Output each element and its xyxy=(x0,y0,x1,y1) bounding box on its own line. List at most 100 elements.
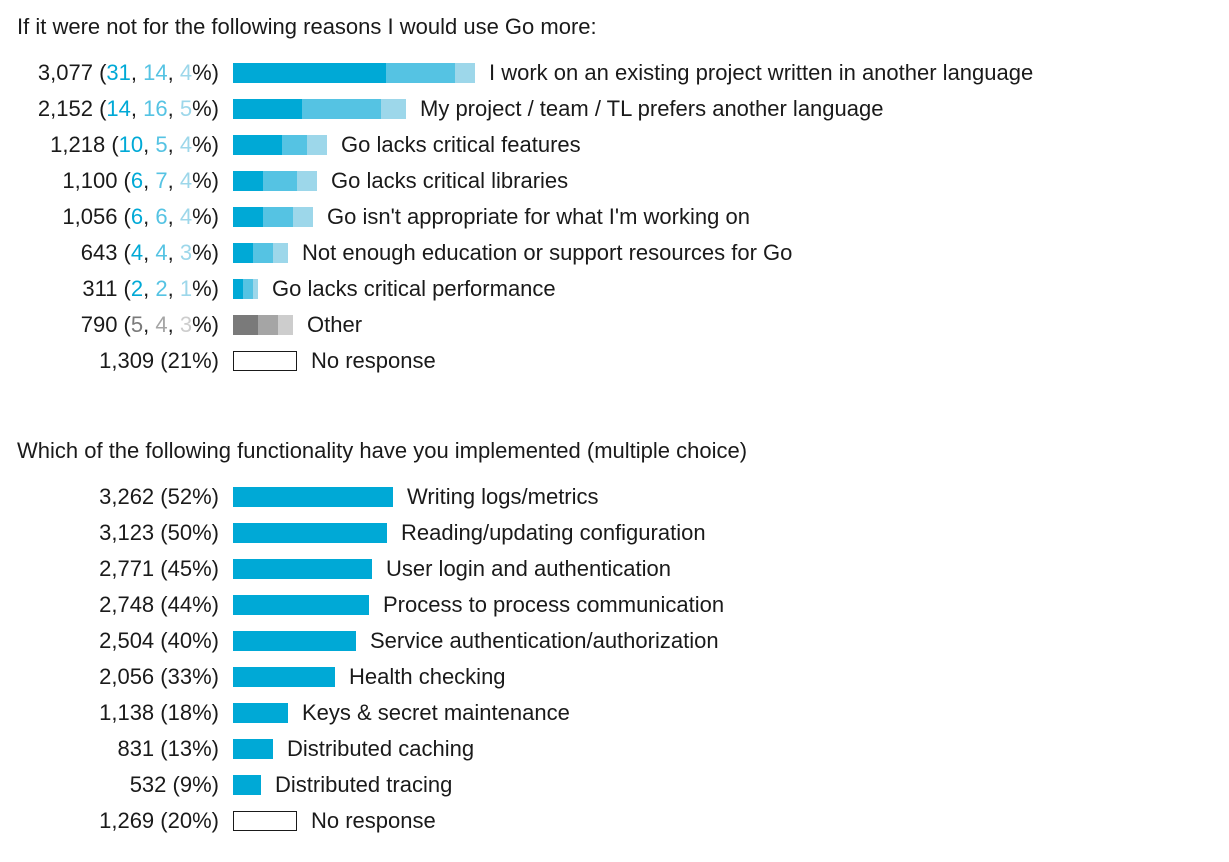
bar-segment xyxy=(273,243,288,263)
bar-segment xyxy=(233,631,356,651)
category-label: User login and authentication xyxy=(386,556,671,581)
bar-segment xyxy=(233,595,369,615)
percent-value: 6 xyxy=(155,204,168,229)
paren-open: ( xyxy=(92,96,107,121)
separator: , xyxy=(167,60,180,85)
separator: , xyxy=(143,204,156,229)
bar-row: 311 (2, 2, 1%) Go lacks critical performa… xyxy=(0,271,1229,307)
paren-open: ( xyxy=(117,240,131,265)
bar-row: 643 (4, 4, 3%) Not enough education or su… xyxy=(0,235,1229,271)
paren-close: %) xyxy=(192,240,219,265)
category-label: Health checking xyxy=(349,664,506,689)
paren-close: %) xyxy=(192,520,219,545)
paren-open: ( xyxy=(117,312,131,337)
bar-segment xyxy=(233,487,393,507)
percent-value: 52 xyxy=(167,484,193,509)
percent-value: 4 xyxy=(130,240,144,265)
category-label: Other xyxy=(307,312,363,337)
separator: , xyxy=(167,312,180,337)
bar-segment xyxy=(233,171,263,191)
paren-close: %) xyxy=(192,664,219,689)
count-label: 532 (9%) xyxy=(130,770,219,800)
bar-segment xyxy=(233,135,282,155)
count-label: 643 (4, 4, 3%) xyxy=(81,238,219,268)
bar-segment xyxy=(233,99,302,119)
count-label: 3,262 (52%) xyxy=(99,482,219,512)
percent-value: 3 xyxy=(179,312,193,337)
percent-value: 4 xyxy=(155,240,168,265)
chart-title: Which of the following functionality hav… xyxy=(17,438,748,463)
count-value: 3,077 xyxy=(37,60,93,85)
percent-value: 14 xyxy=(106,96,131,121)
paren-close: %) xyxy=(192,96,219,121)
paren-open: ( xyxy=(154,664,168,689)
percent-value: 4 xyxy=(179,60,193,85)
paren-close: %) xyxy=(192,736,219,761)
count-value: 3,262 xyxy=(99,484,155,509)
paren-close: %) xyxy=(192,312,219,337)
paren-open: ( xyxy=(154,700,168,725)
count-value: 311 xyxy=(82,276,118,301)
percent-value: 5 xyxy=(179,96,193,121)
bar-segment xyxy=(233,207,263,227)
paren-open: ( xyxy=(117,276,131,301)
paren-open: ( xyxy=(117,204,131,229)
category-label: My project / team / TL prefers another l… xyxy=(420,96,884,121)
percent-value: 14 xyxy=(143,60,168,85)
bar xyxy=(233,559,372,579)
percent-value: 45 xyxy=(167,556,193,581)
separator: , xyxy=(143,168,156,193)
bar-row: 3,262 (52%) Writing logs/metrics xyxy=(0,479,1229,515)
paren-close: %) xyxy=(192,132,219,157)
bar-row: 2,771 (45%) User login and authentication xyxy=(0,551,1229,587)
percent-value: 9 xyxy=(179,772,193,797)
percent-value: 4 xyxy=(155,312,168,337)
count-label: 3,123 (50%) xyxy=(99,518,219,548)
bar-segment xyxy=(258,315,278,335)
paren-close: %) xyxy=(192,628,219,653)
bar-row: 1,218 (10, 5, 4%) Go lacks critical featu… xyxy=(0,127,1229,163)
count-value: 3,123 xyxy=(99,520,155,545)
bar-segment xyxy=(263,207,293,227)
bar-segment xyxy=(233,559,372,579)
category-label: Distributed caching xyxy=(287,736,475,761)
bar-segment xyxy=(233,667,335,687)
paren-close: %) xyxy=(192,772,219,797)
percent-value: 44 xyxy=(167,592,193,617)
separator: , xyxy=(167,276,180,301)
paren-open: ( xyxy=(154,736,168,761)
count-label: 790 (5, 4, 3%) xyxy=(81,310,219,340)
separator: , xyxy=(167,168,180,193)
percent-value: 10 xyxy=(118,132,144,157)
bar xyxy=(233,703,288,723)
count-label: 1,218 (10, 5, 4%) xyxy=(50,130,219,160)
count-value: 1,100 xyxy=(62,168,118,193)
percent-value: 6 xyxy=(130,204,144,229)
percent-value: 40 xyxy=(167,628,193,653)
percent-value: 20 xyxy=(167,808,193,833)
category-label: Go isn't appropriate for what I'm workin… xyxy=(327,204,750,229)
paren-open: ( xyxy=(105,132,119,157)
percent-value: 4 xyxy=(179,132,193,157)
percent-value: 21 xyxy=(167,348,193,373)
bar-segment xyxy=(297,171,317,191)
count-label: 3,077 (31, 14, 4%) xyxy=(38,58,219,88)
bar-segment xyxy=(307,135,327,155)
count-value: 2,748 xyxy=(99,592,155,617)
bar-row: 3,123 (50%) Reading/updating configuratio… xyxy=(0,515,1229,551)
separator: , xyxy=(143,240,156,265)
separator: , xyxy=(143,312,156,337)
bar xyxy=(233,243,288,263)
paren-close: %) xyxy=(192,348,219,373)
count-label: 1,138 (18%) xyxy=(99,698,219,728)
bar-segment xyxy=(302,99,381,119)
bar-row: 2,748 (44%) Process to process communicat… xyxy=(0,587,1229,623)
paren-close: %) xyxy=(192,592,219,617)
bar-row: 1,100 (6, 7, 4%) Go lacks critical librar… xyxy=(0,163,1229,199)
count-value: 2,056 xyxy=(99,664,155,689)
paren-close: %) xyxy=(192,808,219,833)
bar-row: 831 (13%) Distributed caching xyxy=(0,731,1229,767)
category-label: Distributed tracing xyxy=(275,772,453,797)
count-value: 1,309 xyxy=(99,348,155,373)
count-label: 2,771 (45%) xyxy=(99,554,219,584)
